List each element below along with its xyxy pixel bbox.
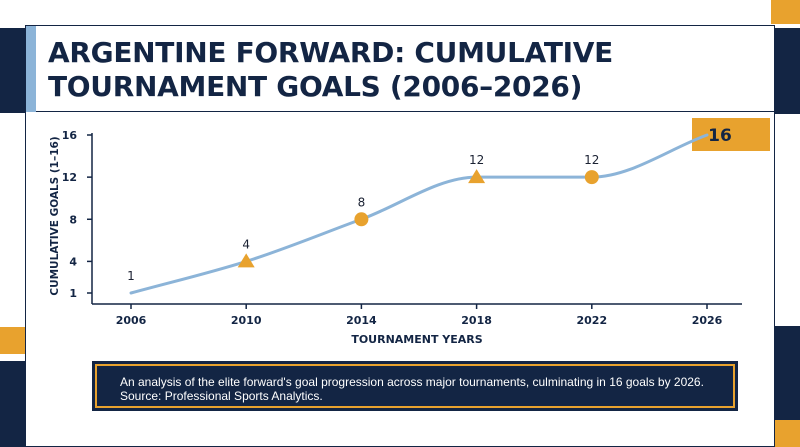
decor-block-navy-right: [775, 28, 800, 114]
data-label: 12: [584, 153, 599, 167]
chart-title: ARGENTINE FORWARD: CUMULATIVE TOURNAMENT…: [48, 36, 613, 103]
data-label: 8: [358, 195, 366, 209]
caption-text: An analysis of the elite forward's goal …: [120, 375, 704, 389]
y-axis-label: CUMULATIVE GOALS (1–16): [49, 136, 61, 295]
x-tick-label: 2018: [461, 314, 492, 327]
series-line: [129, 133, 709, 295]
x-tick-label: 2022: [576, 314, 607, 327]
decor-block-navy-bottomleft: [0, 361, 25, 447]
decor-block-navy-left: [0, 28, 25, 113]
x-tick-label: 2006: [116, 314, 147, 327]
decor-block-gold-topright: [771, 0, 800, 24]
x-tick-label: 2026: [692, 314, 723, 327]
data-point-triangle: [468, 169, 486, 184]
data-point-circle: [354, 212, 369, 227]
x-axis-label: TOURNAMENT YEARS: [351, 333, 482, 346]
caption-inner: An analysis of the elite forward's goal …: [95, 364, 735, 408]
y-tick-label: 12: [62, 171, 77, 184]
data-label: 12: [469, 153, 484, 167]
y-tick-label: 1: [69, 287, 77, 300]
x-tick-label: 2014: [346, 314, 377, 327]
decor-block-gold-left: [0, 327, 25, 354]
data-label: 1: [127, 269, 135, 283]
x-tick-label: 2010: [231, 314, 262, 327]
y-tick-label: 8: [69, 213, 77, 226]
data-label-highlight: 16: [708, 126, 732, 146]
decor-block-gold-bottomright: [775, 420, 800, 447]
title-accent-bar: [26, 26, 36, 112]
caption-source: Source: Professional Sports Analytics.: [120, 389, 323, 403]
data-point-triangle: [237, 253, 255, 268]
data-point-circle: [584, 170, 599, 185]
caption-box: An analysis of the elite forward's goal …: [92, 361, 738, 411]
y-tick-label: 16: [62, 129, 78, 142]
title-band: ARGENTINE FORWARD: CUMULATIVE TOURNAMENT…: [26, 26, 774, 112]
y-tick-label: 4: [69, 255, 77, 268]
data-label: 4: [242, 237, 250, 251]
